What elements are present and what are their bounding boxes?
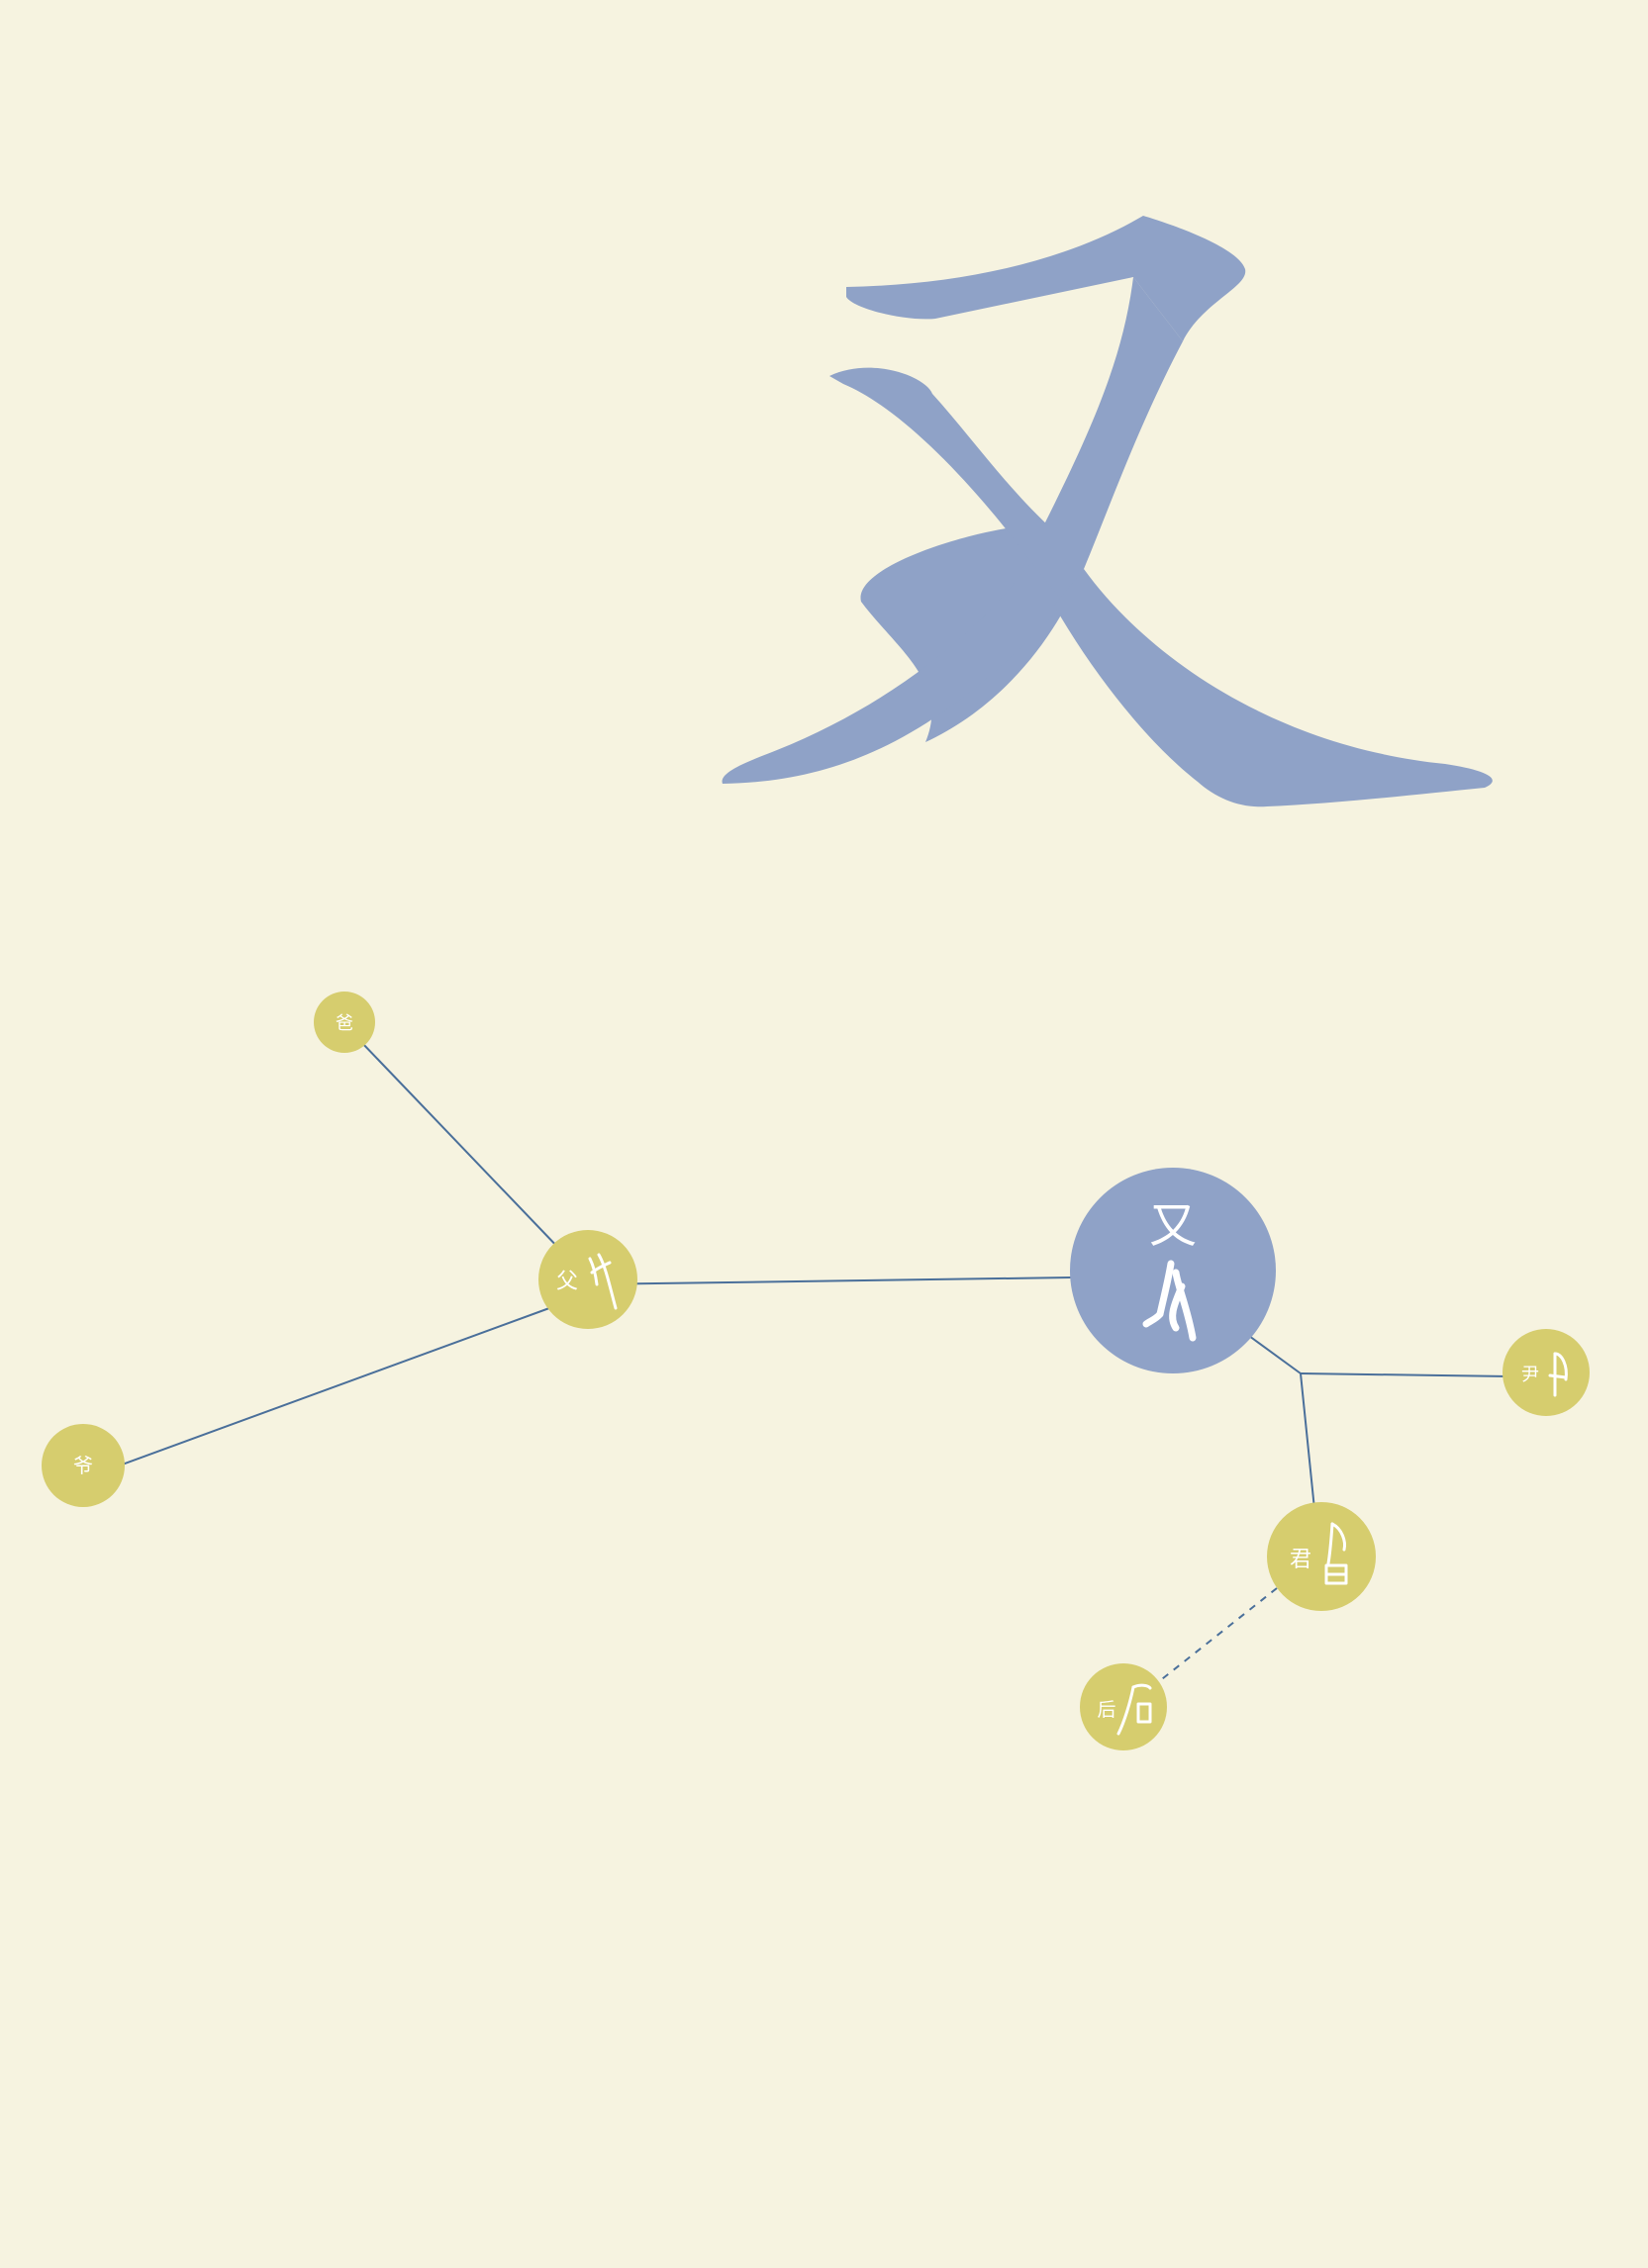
edges [116, 1040, 1510, 1683]
ancient-yin-glyph-icon [1548, 1352, 1568, 1397]
node-fu-label: 父 [556, 1270, 578, 1294]
node-ye[interactable]: 爷 [42, 1424, 125, 1507]
ancient-jun-glyph-icon [1324, 1522, 1348, 1585]
ancient-hou-glyph-icon [1116, 1683, 1152, 1736]
node-jun[interactable]: 君 [1267, 1502, 1376, 1611]
node-center-you[interactable]: 又 [1070, 1168, 1276, 1373]
node-hou[interactable]: 后 [1080, 1663, 1167, 1750]
edge-fu-ye [116, 1307, 550, 1467]
node-yin-label: 尹 [1521, 1365, 1539, 1385]
node-ye-label: 爷 [73, 1454, 93, 1477]
edge-fu-ba [359, 1040, 563, 1253]
edge-jun-hou [1157, 1587, 1278, 1683]
node-ba-label: 爸 [336, 1013, 353, 1034]
ancient-you-glyph-icon [1142, 1260, 1197, 1342]
node-ba[interactable]: 爸 [314, 992, 375, 1053]
node-jun-label: 君 [1290, 1548, 1311, 1572]
edge-branch-jun [1300, 1372, 1315, 1510]
node-fu[interactable]: 父 [538, 1230, 637, 1329]
ancient-fu-glyph-icon [588, 1253, 618, 1310]
node-center-label: 又 [1149, 1198, 1197, 1254]
edge-center-fu [588, 1276, 1072, 1285]
node-yin[interactable]: 尹 [1503, 1329, 1590, 1416]
edge-center-branch [1248, 1335, 1302, 1374]
edge-branch-yin [1300, 1372, 1510, 1377]
node-hou-label: 后 [1097, 1699, 1115, 1721]
